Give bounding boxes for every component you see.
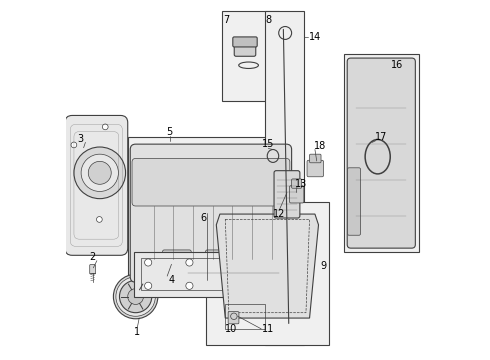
FancyBboxPatch shape — [130, 144, 292, 282]
Text: 1: 1 — [134, 327, 141, 337]
FancyBboxPatch shape — [292, 179, 302, 188]
Text: 12: 12 — [273, 209, 285, 219]
Text: 7: 7 — [223, 15, 229, 26]
Text: 10: 10 — [224, 324, 237, 334]
Bar — [221, 12, 279, 101]
Circle shape — [88, 161, 111, 184]
FancyBboxPatch shape — [274, 171, 300, 218]
Bar — [134, 252, 286, 297]
Circle shape — [145, 259, 152, 266]
FancyBboxPatch shape — [310, 154, 321, 163]
FancyBboxPatch shape — [228, 312, 239, 324]
Bar — [205, 202, 329, 345]
FancyBboxPatch shape — [132, 158, 290, 206]
Bar — [265, 12, 304, 345]
Text: 3: 3 — [77, 134, 83, 144]
Polygon shape — [216, 214, 318, 318]
Circle shape — [186, 259, 193, 266]
Circle shape — [227, 282, 234, 289]
FancyBboxPatch shape — [290, 186, 304, 203]
Text: 8: 8 — [265, 15, 271, 26]
Text: 6: 6 — [201, 213, 207, 222]
Text: 16: 16 — [392, 60, 404, 70]
Circle shape — [81, 154, 119, 192]
Text: 5: 5 — [167, 127, 173, 136]
Bar — [225, 304, 265, 329]
Circle shape — [128, 289, 144, 305]
Circle shape — [140, 170, 167, 197]
Circle shape — [97, 217, 102, 222]
FancyBboxPatch shape — [205, 250, 234, 275]
Text: 11: 11 — [262, 324, 274, 334]
Circle shape — [102, 124, 108, 130]
Text: 14: 14 — [309, 32, 321, 41]
Text: 2: 2 — [90, 252, 96, 262]
Circle shape — [74, 147, 125, 199]
Circle shape — [120, 280, 152, 313]
FancyBboxPatch shape — [234, 42, 256, 56]
Circle shape — [145, 282, 152, 289]
Text: 9: 9 — [321, 261, 327, 271]
Bar — [128, 137, 294, 295]
FancyBboxPatch shape — [163, 250, 191, 275]
Circle shape — [269, 259, 275, 266]
Circle shape — [269, 282, 275, 289]
Text: 13: 13 — [294, 179, 307, 189]
Circle shape — [116, 277, 155, 316]
FancyBboxPatch shape — [233, 37, 257, 47]
Text: 4: 4 — [169, 275, 174, 285]
FancyBboxPatch shape — [347, 168, 361, 235]
FancyBboxPatch shape — [248, 250, 277, 275]
Circle shape — [186, 282, 193, 289]
Text: 15: 15 — [262, 139, 274, 149]
FancyBboxPatch shape — [90, 265, 96, 274]
FancyBboxPatch shape — [65, 116, 128, 255]
Circle shape — [113, 274, 158, 319]
FancyBboxPatch shape — [347, 58, 416, 248]
Circle shape — [146, 176, 161, 192]
Bar — [343, 54, 419, 252]
Circle shape — [71, 142, 77, 148]
Circle shape — [227, 259, 234, 266]
Bar — [141, 258, 279, 290]
FancyBboxPatch shape — [307, 160, 323, 177]
Text: 18: 18 — [314, 141, 326, 151]
Text: 17: 17 — [375, 132, 388, 142]
